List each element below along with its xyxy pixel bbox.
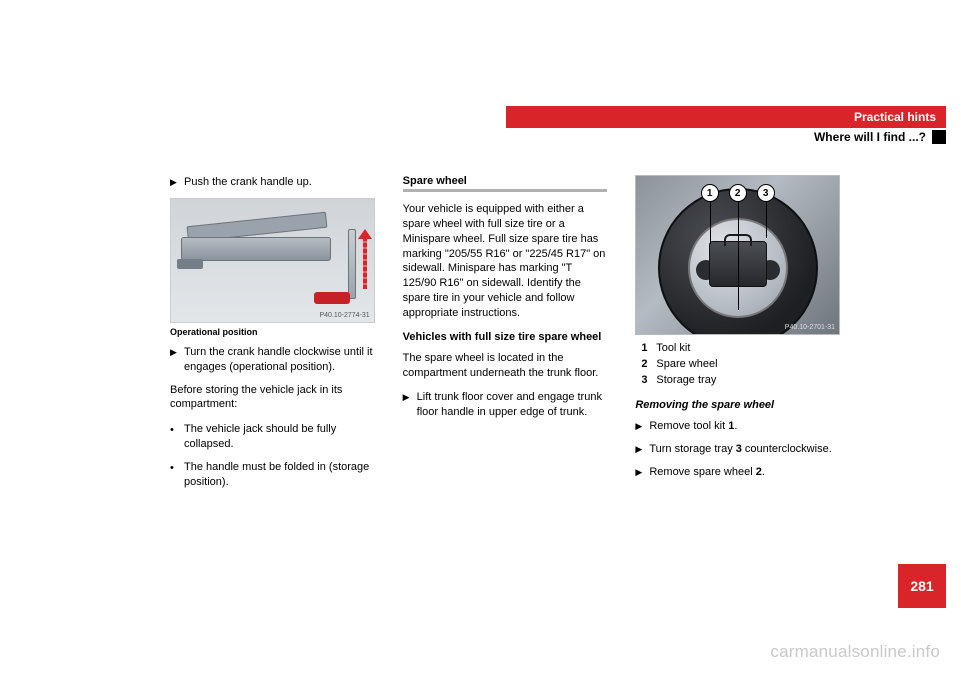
legend-text: Spare wheel <box>653 358 717 370</box>
figure-reference: P40.10-2774-31 <box>319 312 369 319</box>
legend-row: 3 Storage tray <box>641 373 840 389</box>
header-marker <box>932 130 946 144</box>
legend-num: 1 <box>641 341 653 357</box>
motion-arrow-icon <box>360 229 370 289</box>
step-item: ▶ Remove spare wheel 2. <box>635 465 840 480</box>
bullet-text: The handle must be folded in (storage po… <box>184 460 375 490</box>
step-text: Lift trunk floor cover and engage trunk … <box>417 390 608 420</box>
paragraph: The spare wheel is located in the compar… <box>403 351 608 381</box>
step-item: ▶ Turn the crank handle clockwise until … <box>170 345 375 375</box>
step-item: ▶ Remove tool kit 1. <box>635 419 840 434</box>
step-text: Turn the crank handle clockwise until it… <box>184 345 375 375</box>
jack-crank <box>348 229 356 299</box>
step-arrow-icon: ▶ <box>635 442 649 457</box>
figure-vehicle-jack: P40.10-2774-31 <box>170 198 375 323</box>
legend-num: 3 <box>641 373 653 389</box>
jack-body <box>181 237 331 261</box>
callout-group: 1 2 3 <box>701 184 775 202</box>
watermark: carmanualsonline.info <box>770 642 940 662</box>
legend-text: Tool kit <box>653 342 690 354</box>
step-text: Push the crank handle up. <box>184 175 375 190</box>
step-text: Remove spare wheel 2. <box>649 465 840 480</box>
figure-spare-wheel: 1 2 3 P40.10-2701-31 <box>635 175 840 335</box>
column-1: ▶ Push the crank handle up. P40.10-2774-… <box>170 175 375 498</box>
column-2: Spare wheel Your vehicle is equipped wit… <box>403 175 608 498</box>
step-item: ▶ Lift trunk floor cover and engage trun… <box>403 390 608 420</box>
bullet-icon: • <box>170 422 184 452</box>
step-text: Remove tool kit 1. <box>649 419 840 434</box>
legend-row: 2 Spare wheel <box>641 357 840 373</box>
figure-caption: Operational position <box>170 327 375 337</box>
subsection-row: Where will I find ...? <box>506 130 946 144</box>
step-item: ▶ Push the crank handle up. <box>170 175 375 190</box>
subsection-title: Where will I find ...? <box>506 130 932 144</box>
sub-heading-italic: Removing the spare wheel <box>635 399 840 411</box>
callout-line <box>766 202 767 238</box>
callout-badge: 2 <box>729 184 747 202</box>
jack-base <box>177 259 203 269</box>
legend-num: 2 <box>641 357 653 373</box>
figure-reference: P40.10-2701-31 <box>785 324 835 331</box>
bullet-icon: • <box>170 460 184 490</box>
step-arrow-icon: ▶ <box>170 345 184 375</box>
step-arrow-icon: ▶ <box>635 419 649 434</box>
bullet-item: • The vehicle jack should be fully colla… <box>170 422 375 452</box>
legend-row: 1 Tool kit <box>641 341 840 357</box>
legend-text: Storage tray <box>653 374 716 386</box>
step-item: ▶ Turn storage tray 3 counterclockwise. <box>635 442 840 457</box>
sub-heading: Vehicles with full size tire spare wheel <box>403 331 608 343</box>
section-title: Practical hints <box>506 106 946 128</box>
content-columns: ▶ Push the crank handle up. P40.10-2774-… <box>170 175 840 498</box>
bullet-item: • The handle must be folded in (storage … <box>170 460 375 490</box>
jack-crank-handle <box>314 292 350 304</box>
page-number: 281 <box>898 564 946 608</box>
page-header: Practical hints Where will I find ...? <box>506 106 946 144</box>
paragraph: Your vehicle is equipped with either a s… <box>403 202 608 321</box>
column-3: 1 2 3 P40.10-2701-31 1 Tool kit 2 Spare … <box>635 175 840 498</box>
manual-page: Practical hints Where will I find ...? ▶… <box>0 0 960 678</box>
figure-legend: 1 Tool kit 2 Spare wheel 3 Storage tray <box>635 341 840 389</box>
bullet-text: The vehicle jack should be fully collaps… <box>184 422 375 452</box>
step-arrow-icon: ▶ <box>635 465 649 480</box>
paragraph: Before storing the vehicle jack in its c… <box>170 383 375 413</box>
callout-line <box>738 202 739 310</box>
step-arrow-icon: ▶ <box>170 175 184 190</box>
callout-line <box>710 202 711 244</box>
section-heading: Spare wheel <box>403 175 608 192</box>
callout-badge: 3 <box>757 184 775 202</box>
step-arrow-icon: ▶ <box>403 390 417 420</box>
step-text: Turn storage tray 3 counterclockwise. <box>649 442 840 457</box>
callout-badge: 1 <box>701 184 719 202</box>
